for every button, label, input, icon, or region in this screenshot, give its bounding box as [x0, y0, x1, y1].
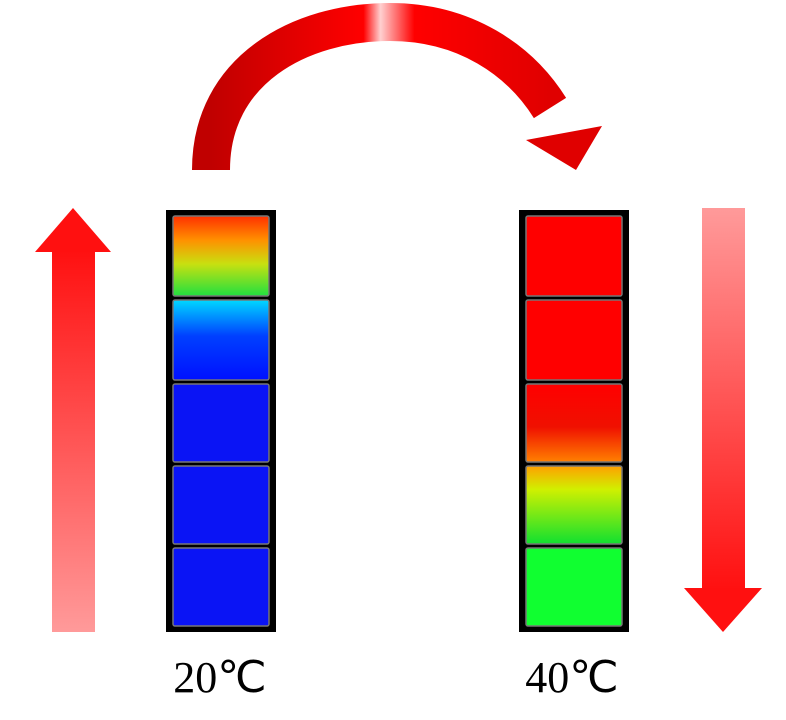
- left-label: 20℃: [173, 653, 266, 702]
- curved-arrow-head: [526, 126, 602, 170]
- curved-arrow: [192, 2, 567, 171]
- up-arrow: [52, 250, 95, 632]
- right-column: [519, 210, 629, 632]
- down-arrow: [702, 208, 745, 590]
- right-label: 40℃: [525, 653, 618, 702]
- up-arrow-head: [35, 208, 111, 252]
- down-arrow-head: [684, 588, 762, 632]
- left-column: [166, 210, 276, 632]
